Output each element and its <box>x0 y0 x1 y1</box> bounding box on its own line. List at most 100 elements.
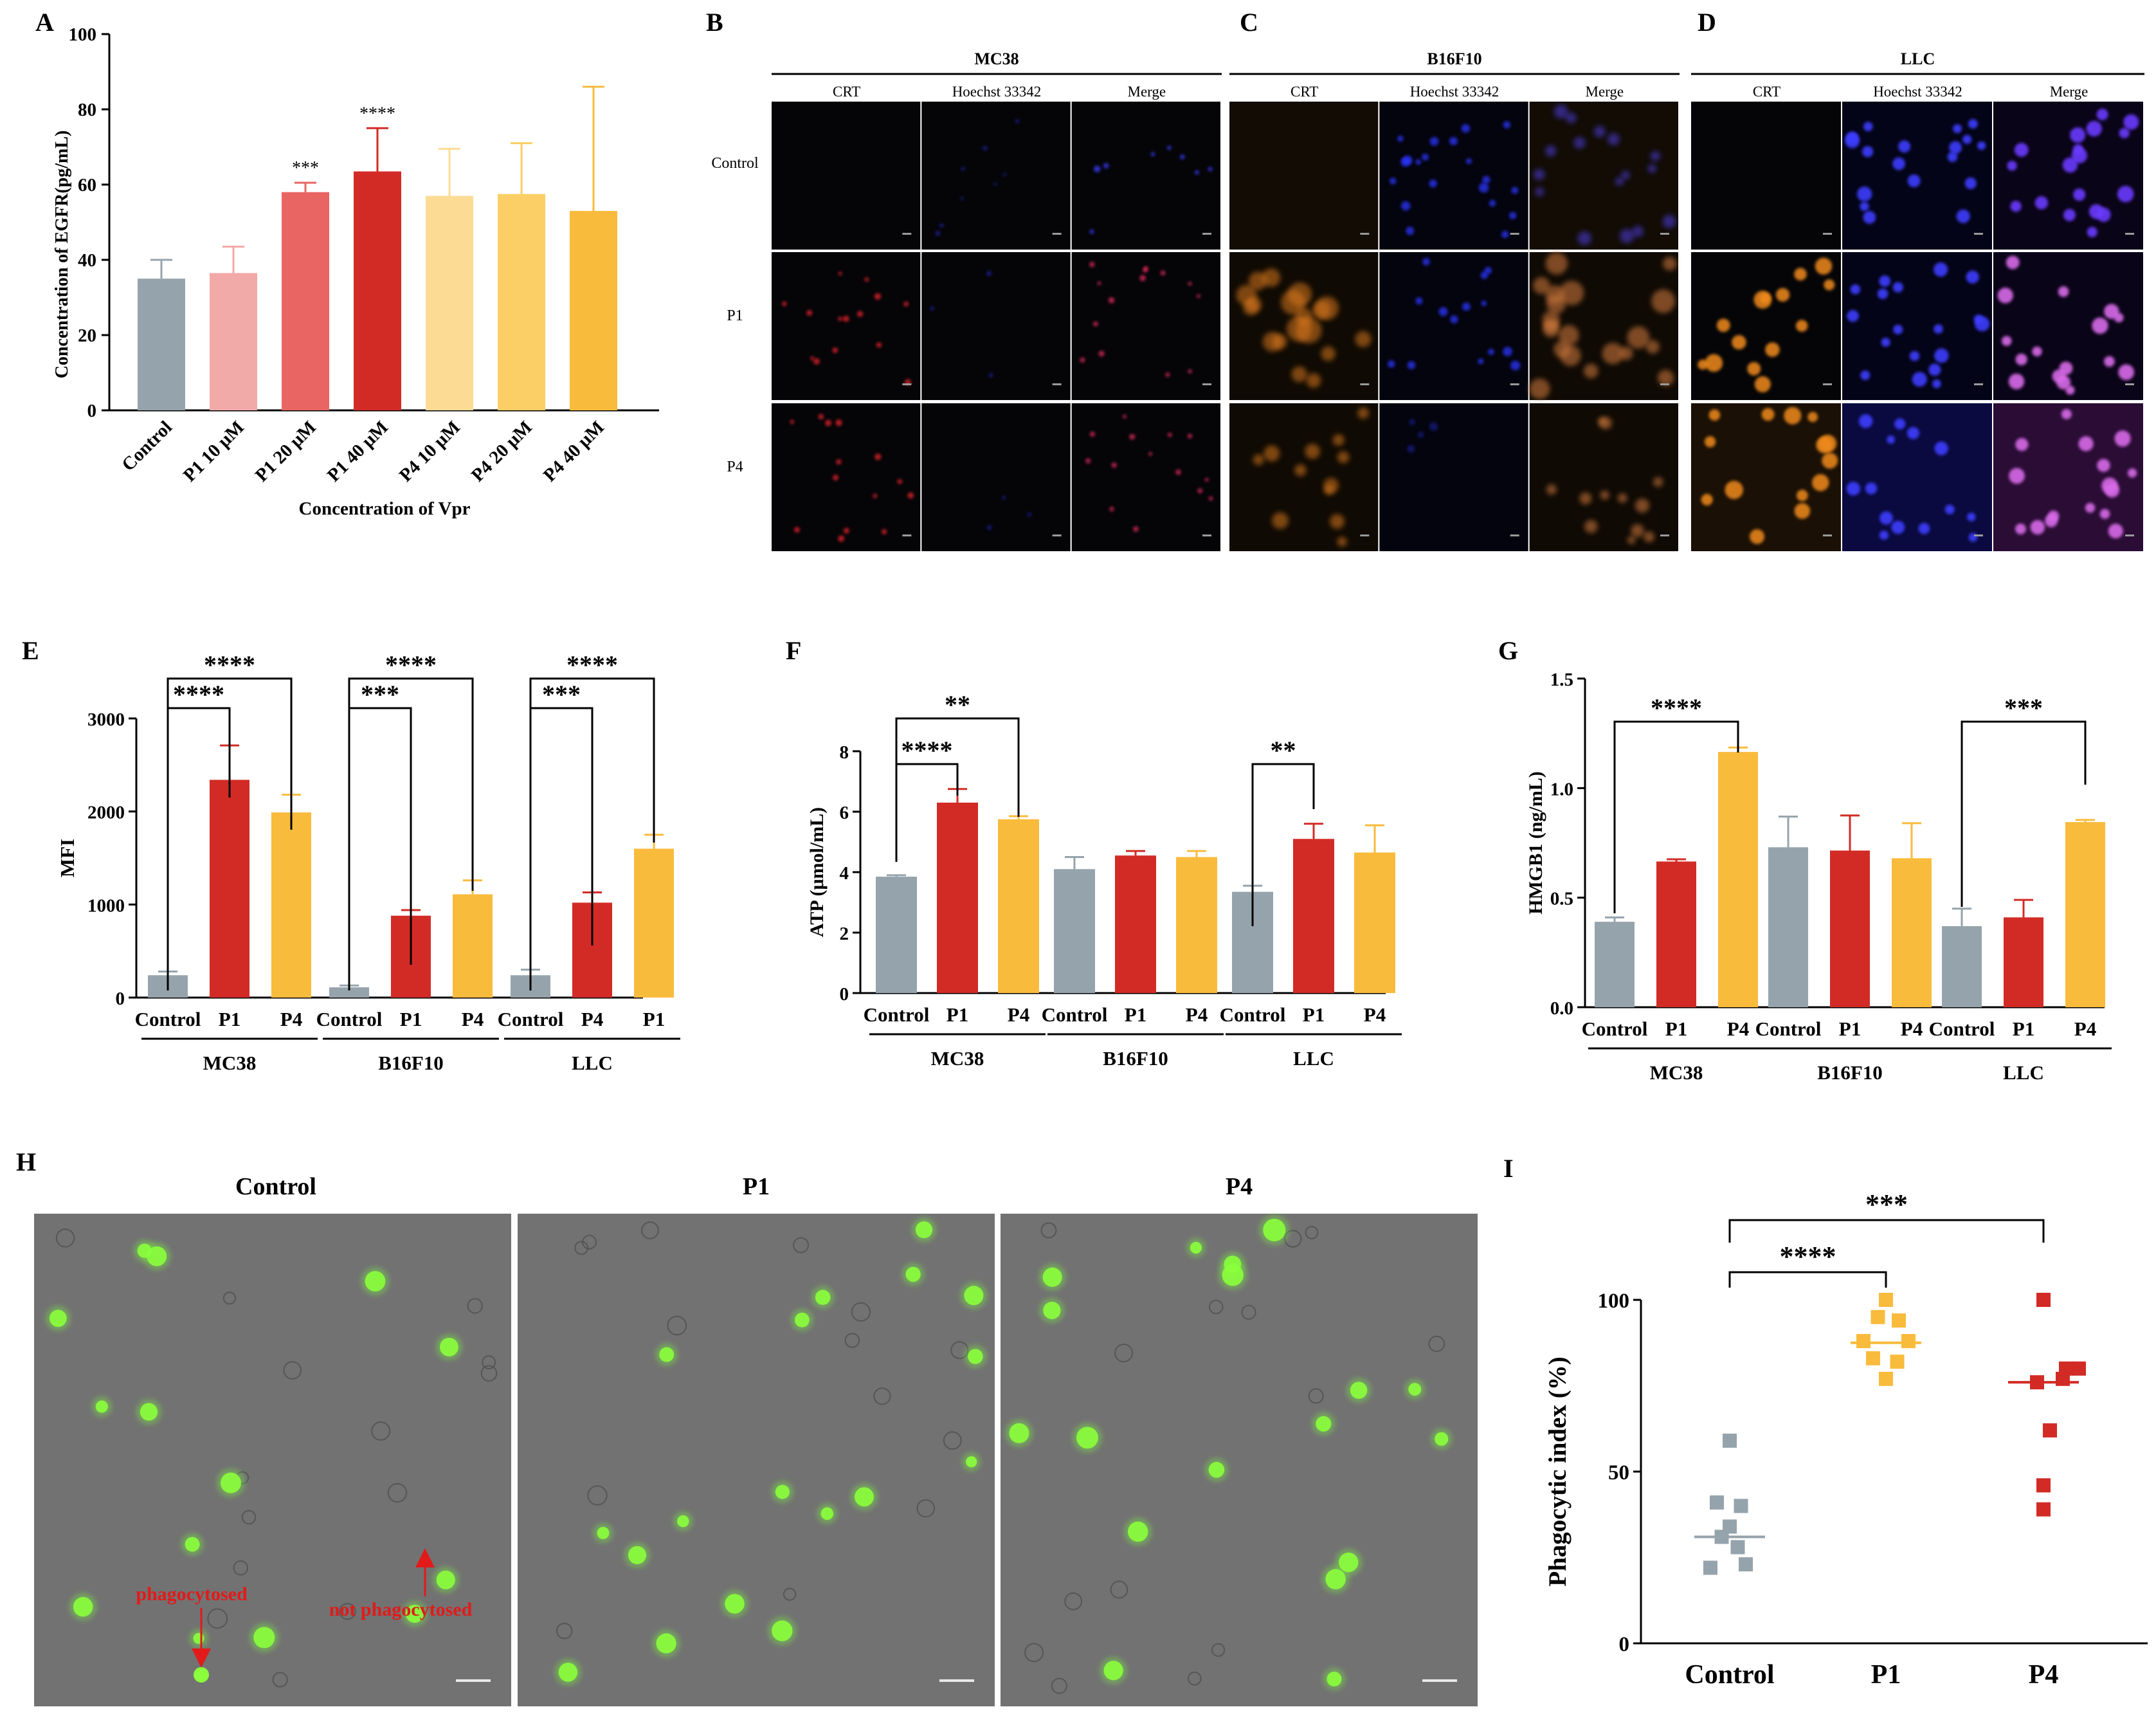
channel-label: Merge <box>1586 84 1624 100</box>
data-point <box>1856 1334 1871 1349</box>
bar <box>1718 752 1758 1007</box>
bar <box>1595 922 1635 1007</box>
cell <box>794 527 800 533</box>
phagocytosed-cell <box>1190 1241 1202 1254</box>
unlabeled-cell <box>1114 1344 1134 1363</box>
bar <box>570 210 617 410</box>
cell <box>1657 369 1674 387</box>
cell <box>881 529 887 534</box>
cell <box>838 316 843 322</box>
phagocytosed-cell <box>1222 1264 1244 1286</box>
scale-bar <box>1510 383 1519 385</box>
cell <box>1824 279 1835 291</box>
cell <box>1863 211 1876 224</box>
y-tick-label: 0 <box>116 989 125 1009</box>
cell <box>1355 331 1372 347</box>
scale-bar <box>1510 233 1519 235</box>
cell <box>897 479 903 484</box>
cell <box>939 223 944 228</box>
cell <box>1093 321 1098 327</box>
phagocytosed-cell <box>137 1243 152 1258</box>
cell <box>1180 154 1185 160</box>
cell <box>1429 179 1437 188</box>
cell <box>1529 378 1550 399</box>
cell <box>1546 484 1557 495</box>
cell <box>1932 379 1941 388</box>
y-tick-label: 80 <box>78 100 96 120</box>
cell <box>988 373 993 378</box>
cell <box>2103 356 2115 367</box>
cell <box>1583 363 1599 379</box>
cell <box>1918 522 1930 534</box>
cell <box>2058 286 2069 297</box>
significance-label: *** <box>292 158 319 178</box>
cell <box>838 271 842 276</box>
y-tick-label: 100 <box>69 24 97 45</box>
x-tick-label: P1 <box>1665 1018 1687 1040</box>
unlabeled-cell <box>272 1672 288 1688</box>
phagocytosed-cell <box>795 1312 810 1328</box>
data-point <box>2036 1293 2051 1307</box>
bar <box>138 278 185 410</box>
chart-i-phagocytic-index: 0 50 100 Phagocytic index (%) Control P1 P4 ***… <box>1544 1189 2148 1690</box>
bar <box>1892 858 1932 1007</box>
cell <box>1478 358 1484 365</box>
phagocytosed-cell <box>677 1515 689 1528</box>
scale-bar <box>2125 383 2134 385</box>
x-tick-label: P1 <box>1839 1018 1861 1040</box>
cell <box>903 301 909 307</box>
phagocytosed-cell <box>1263 1218 1286 1241</box>
unlabeled-cell <box>783 1587 797 1601</box>
cell <box>1248 271 1267 291</box>
cell <box>1893 324 1903 334</box>
unlabeled-cell <box>793 1237 809 1254</box>
cell <box>1934 441 1948 455</box>
cell <box>1188 282 1192 286</box>
comparison-label: ** <box>1271 736 1296 765</box>
x-tick-label: Control <box>1685 1660 1774 1690</box>
y-tick-label: 20 <box>78 325 96 346</box>
unlabeled-cell <box>667 1315 687 1336</box>
comparison-label: ** <box>945 690 970 719</box>
x-tick-label: P4 10 μM <box>395 417 464 486</box>
cell <box>1759 293 1771 304</box>
cell <box>1332 434 1345 446</box>
panel-letter-b: B <box>706 8 723 37</box>
unlabeled-cell <box>1428 1335 1445 1353</box>
cell <box>810 356 815 361</box>
cell <box>1291 366 1307 383</box>
scale-bar <box>1052 383 1062 385</box>
group-label: MC38 <box>1650 1061 1703 1084</box>
cell <box>1510 360 1521 370</box>
unlabeled-cell <box>233 1560 249 1576</box>
cell <box>1822 452 1838 469</box>
cell <box>2070 127 2086 143</box>
comparison-label: **** <box>901 736 953 765</box>
cell <box>842 315 849 322</box>
cell <box>2061 408 2072 419</box>
cell <box>2097 459 2110 472</box>
cell <box>961 167 965 171</box>
phagocytosed-cell <box>1009 1423 1029 1443</box>
cell <box>2086 120 2102 137</box>
cell <box>2001 336 2012 346</box>
cell <box>1651 289 1676 313</box>
group-title-mc38: MC38 <box>974 50 1019 68</box>
scale-bar <box>1974 534 1983 536</box>
bar <box>426 196 473 410</box>
bar <box>271 812 311 998</box>
cell <box>1761 408 1775 421</box>
unlabeled-cell <box>1024 1643 1044 1663</box>
bar <box>1293 839 1334 993</box>
comparison-label: **** <box>173 680 224 709</box>
significance-label: **** <box>359 104 395 123</box>
cell <box>1600 490 1609 500</box>
y-tick-label: 0 <box>840 984 849 1005</box>
cell <box>1794 503 1811 519</box>
data-point <box>1710 1495 1724 1510</box>
data-point <box>2072 1361 2086 1376</box>
cell <box>1295 307 1313 325</box>
cell <box>1811 474 1829 491</box>
cell <box>1406 226 1415 235</box>
phagocytosed-cell <box>73 1596 93 1617</box>
